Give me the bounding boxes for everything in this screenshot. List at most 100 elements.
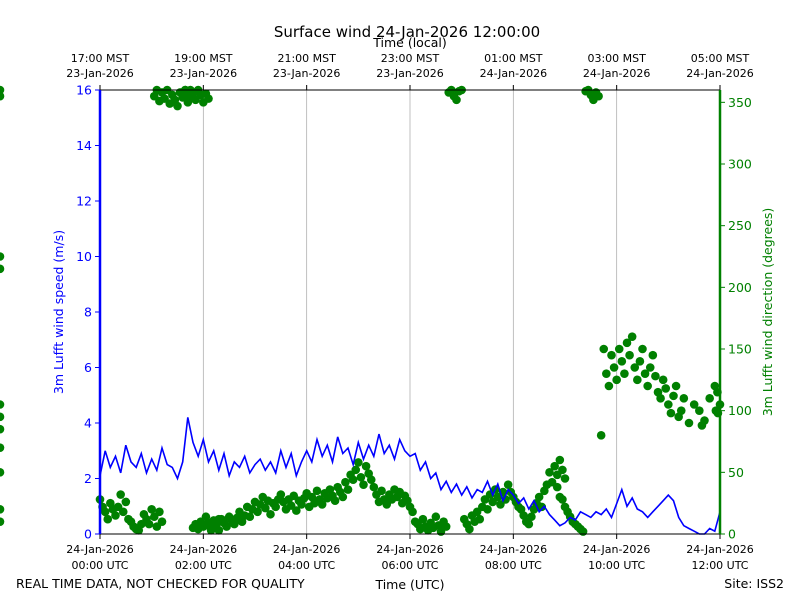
direction-point bbox=[671, 381, 681, 391]
direction-point bbox=[0, 468, 5, 477]
y-tick-label-left: 10 bbox=[76, 249, 92, 264]
direction-point bbox=[441, 522, 451, 531]
direction-point bbox=[594, 91, 603, 101]
direction-point bbox=[596, 431, 606, 440]
direction-point bbox=[0, 443, 5, 452]
direction-point bbox=[204, 94, 213, 103]
direction-point bbox=[0, 252, 5, 261]
direction-point bbox=[0, 400, 5, 409]
direction-point bbox=[656, 394, 665, 403]
x-tick-label-local-time: 19:00 MST bbox=[174, 52, 233, 65]
direction-point bbox=[0, 517, 5, 526]
x-tick-label-local-date: 23-Jan-2026 bbox=[376, 67, 444, 80]
direction-point bbox=[261, 503, 270, 513]
direction-point bbox=[348, 475, 358, 485]
x-tick-label-local-time: 05:00 MST bbox=[691, 52, 750, 65]
direction-point bbox=[452, 95, 461, 105]
x-tick-label-time: 12:00 UTC bbox=[691, 559, 748, 572]
direction-point bbox=[609, 363, 619, 372]
direction-point bbox=[658, 375, 668, 385]
direction-point bbox=[612, 375, 621, 385]
direction-point bbox=[524, 519, 534, 529]
direction-point bbox=[700, 416, 709, 425]
axis-ticks: 0 2 4 6 8 10 12 14 16 0 50 100 150 200 250 300 350 24-Jan… bbox=[66, 52, 754, 572]
y-tick-label-right: 50 bbox=[728, 465, 744, 480]
direction-point bbox=[666, 408, 676, 418]
chart-title: Surface wind 24-Jan-2026 12:00:00 bbox=[274, 23, 540, 41]
direction-point bbox=[173, 101, 182, 111]
direction-point bbox=[638, 344, 647, 354]
direction-point bbox=[614, 344, 624, 354]
x-tick-label-date: 24-Jan-2026 bbox=[686, 543, 754, 556]
direction-point bbox=[155, 507, 164, 517]
direction-point bbox=[0, 412, 5, 422]
quality-note: REAL TIME DATA, NOT CHECKED FOR QUALITY bbox=[16, 576, 305, 591]
direction-point bbox=[560, 474, 570, 483]
x-tick-label-date: 24-Jan-2026 bbox=[480, 543, 548, 556]
y-tick-label-right: 0 bbox=[728, 527, 736, 542]
direction-point bbox=[276, 490, 286, 499]
direction-point bbox=[343, 485, 353, 494]
direction-point bbox=[147, 505, 156, 514]
y-tick-label-left: 14 bbox=[76, 138, 92, 153]
direction-point bbox=[431, 512, 441, 522]
direction-point bbox=[558, 495, 567, 504]
direction-point bbox=[558, 465, 567, 475]
y-tick-label-right: 300 bbox=[728, 157, 752, 172]
direction-point bbox=[465, 524, 474, 534]
direction-point bbox=[0, 91, 5, 101]
direction-point bbox=[661, 384, 671, 393]
direction-point bbox=[369, 482, 379, 492]
direction-point bbox=[645, 363, 655, 372]
direction-point bbox=[552, 482, 562, 492]
direction-point bbox=[356, 472, 366, 482]
direction-point bbox=[121, 497, 131, 507]
direction-point bbox=[351, 465, 361, 475]
y-tick-label-right: 250 bbox=[728, 218, 752, 233]
y-axis-label-right: 3m Lufft wind direction (degrees) bbox=[760, 208, 775, 417]
x-tick-label-time: 00:00 UTC bbox=[71, 559, 128, 572]
direction-point bbox=[312, 486, 322, 496]
direction-point bbox=[0, 264, 5, 274]
direction-point bbox=[359, 480, 368, 489]
direction-point bbox=[266, 509, 275, 519]
direction-point bbox=[361, 461, 371, 471]
direction-point bbox=[157, 517, 167, 526]
direction-point bbox=[627, 332, 637, 341]
direction-point bbox=[651, 371, 660, 381]
direction-point bbox=[330, 496, 340, 506]
direction-point bbox=[555, 455, 565, 465]
site-label: Site: ISS2 bbox=[724, 576, 784, 591]
direction-point bbox=[602, 369, 611, 378]
direction-point bbox=[534, 492, 544, 502]
y-tick-label-left: 2 bbox=[84, 471, 92, 486]
direction-point bbox=[695, 406, 704, 415]
direction-point bbox=[617, 357, 627, 366]
y-tick-label-left: 12 bbox=[76, 194, 92, 209]
direction-point bbox=[705, 394, 714, 403]
x-axis-label: Time (UTC) bbox=[374, 577, 444, 592]
x-tick-label-local-time: 23:00 MST bbox=[381, 52, 440, 65]
direction-point bbox=[245, 512, 255, 522]
x-tick-label-local-date: 23-Jan-2026 bbox=[170, 67, 238, 80]
direction-point bbox=[341, 477, 350, 487]
direction-point bbox=[100, 507, 110, 517]
speed-series bbox=[99, 417, 721, 535]
direction-point bbox=[317, 500, 327, 509]
direction-point bbox=[292, 506, 301, 515]
x-tick-label-local-date: 24-Jan-2026 bbox=[480, 67, 548, 80]
x-tick-label-date: 24-Jan-2026 bbox=[66, 543, 134, 556]
x-tick-label-date: 24-Jan-2026 bbox=[583, 543, 651, 556]
x-tick-label-local-date: 24-Jan-2026 bbox=[583, 67, 651, 80]
direction-point bbox=[664, 400, 673, 409]
direction-point bbox=[550, 461, 559, 471]
direction-point bbox=[635, 357, 645, 366]
direction-point bbox=[408, 507, 417, 517]
x-tick-label-time: 04:00 UTC bbox=[278, 559, 335, 572]
x-tick-label-date: 24-Jan-2026 bbox=[273, 543, 341, 556]
x-tick-label-time: 02:00 UTC bbox=[175, 559, 232, 572]
direction-point bbox=[0, 424, 5, 434]
grid-lines bbox=[99, 90, 721, 534]
direction-point bbox=[578, 527, 588, 536]
x-tick-label-local-time: 21:00 MST bbox=[277, 52, 336, 65]
